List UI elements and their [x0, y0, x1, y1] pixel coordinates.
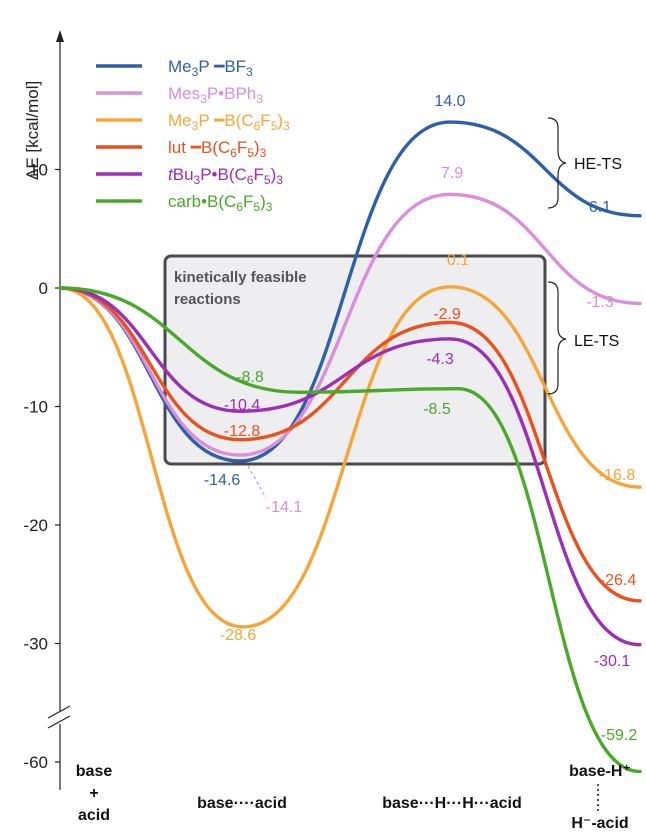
value-label: 6.1 [589, 199, 611, 216]
value-label: -59.2 [601, 727, 638, 744]
feasible-box-label-line2: reactions [174, 291, 241, 308]
value-label: -1.3 [586, 294, 614, 311]
category-label-2: base···H···H···acid [382, 795, 522, 812]
y-tick-label: -30 [23, 635, 48, 654]
value-label: -30.1 [594, 653, 631, 670]
value-label: -8.5 [423, 401, 451, 418]
series-line-1 [58, 192, 642, 457]
value-label: -2.9 [433, 306, 461, 323]
axis-break-marks [47, 705, 71, 729]
value-label: 0.1 [447, 252, 469, 269]
value-label: -10.4 [224, 397, 261, 414]
legend-entry-2: Me3P ━B(C6F5)3 [168, 111, 290, 133]
value-label: -26.4 [600, 572, 637, 589]
y-tick-label: -10 [23, 398, 48, 417]
category-label-3: H⁻-acid [571, 815, 628, 832]
value-label: -28.6 [220, 627, 257, 644]
value-label: -12.8 [224, 423, 261, 440]
category-label-1: base····acid [197, 795, 287, 812]
value-label: 7.9 [441, 165, 463, 182]
value-label: 14.0 [434, 93, 465, 110]
y-axis: ΔE [kcal/mol] 10 0 -10 -20 -30 -60 [23, 30, 71, 790]
category-label-0: base [76, 763, 113, 780]
y-tick-label: -60 [23, 753, 48, 772]
legend-entry-5: carb•B(C6F5)3 [168, 192, 273, 214]
value-label: -14.6 [204, 472, 241, 489]
series-line-2 [58, 285, 642, 629]
bracket-he-ts-label: HE-TS [574, 156, 622, 173]
bracket-le-ts [547, 281, 567, 395]
leader-line-14-1 [247, 465, 267, 499]
value-label: -4.3 [426, 351, 454, 368]
category-label-3: base-H⁺ [569, 763, 631, 780]
legend-entry-4: tBu3P•B(C6F5)3 [168, 165, 283, 187]
series-line-5 [58, 286, 642, 774]
y-axis-title: ΔE [kcal/mol] [23, 81, 42, 180]
value-label: -14.1 [266, 499, 303, 516]
y-tick-label: -20 [23, 516, 48, 535]
legend-entry-3: lut ━B(C6F5)3 [168, 138, 267, 160]
legend-entry-0: Me3P ━BF3 [168, 57, 253, 79]
y-tick-label: 10 [29, 161, 48, 180]
y-axis-arrowhead [56, 30, 64, 42]
feasible-box-label-line1: kinetically feasible [174, 269, 307, 286]
series-line-4 [58, 286, 642, 647]
bracket-he-ts [547, 117, 567, 209]
bracket-le-ts-label: LE-TS [574, 333, 619, 350]
legend-entry-1: Mes3P•BPh3 [168, 84, 263, 106]
value-label: -16.8 [599, 467, 636, 484]
value-label: -8.8 [236, 369, 264, 386]
y-tick-label: 0 [39, 279, 48, 298]
category-label-0: + [89, 785, 98, 802]
category-label-0: acid [78, 807, 110, 824]
